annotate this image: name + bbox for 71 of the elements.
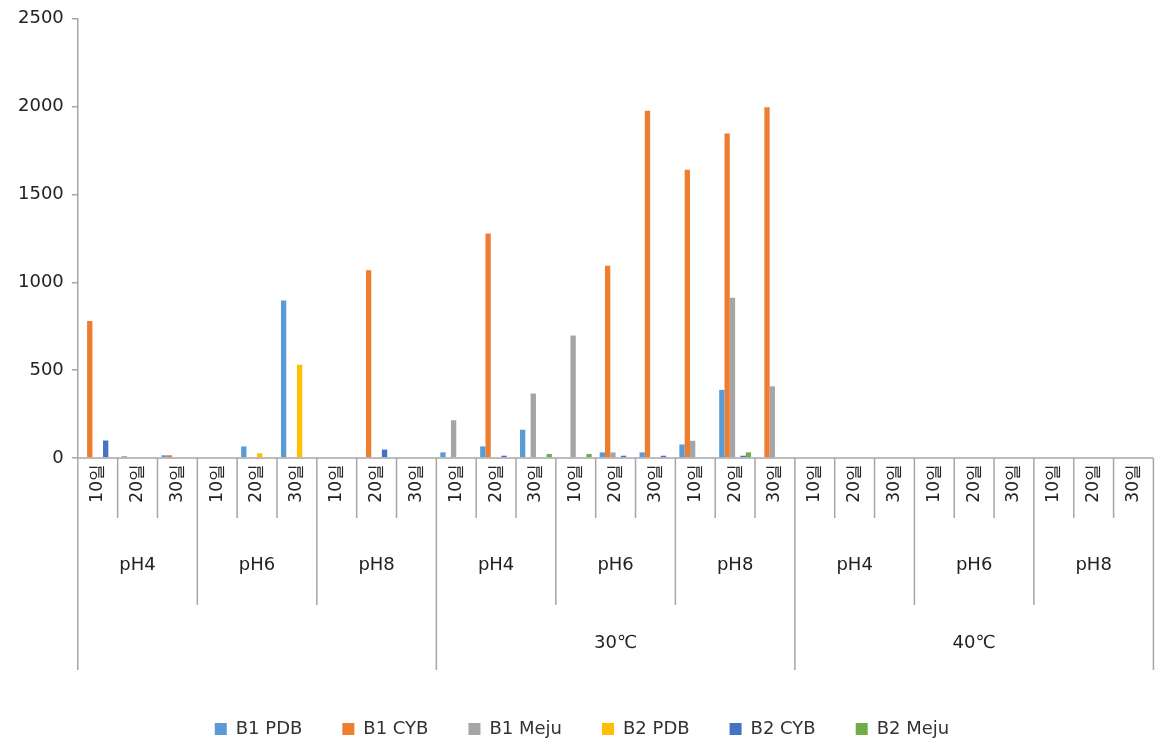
y-tick-label: 0 (52, 445, 64, 467)
bar (639, 452, 645, 458)
text: pH6 (955, 553, 993, 575)
x-tick-label: 20일 (843, 464, 864, 503)
x-tick-label: 20일 (604, 464, 625, 503)
x-tick-label: 30일 (1121, 464, 1142, 503)
bar (280, 300, 287, 458)
y-tick-label: 2500 (18, 6, 64, 28)
bar (724, 133, 730, 458)
bar (257, 453, 263, 458)
x-tick-label: 10일 (803, 464, 824, 503)
y-tick-label: 1500 (18, 182, 64, 204)
x-tick-label: 30일 (165, 464, 186, 503)
bar (679, 444, 685, 458)
bar (485, 233, 491, 458)
y-tick-label: 2000 (18, 94, 64, 116)
x-tick-label: 20일 (365, 464, 386, 503)
text: pH8 (1075, 553, 1112, 575)
x-tick-label: 10일 (683, 464, 704, 503)
legend-label: B1 PDB (235, 716, 303, 738)
x-tick-label: 10일 (86, 464, 107, 503)
x-tick-label: 30일 (524, 464, 545, 503)
x-tick-label: 30일 (643, 464, 664, 503)
legend-label: B2 CYB (750, 716, 816, 738)
x-tick-label: 20일 (962, 464, 983, 503)
x-tick-label: 10일 (564, 464, 585, 503)
text: pH6 (238, 553, 276, 575)
bar (586, 453, 592, 458)
y-tick-label: 1000 (18, 269, 64, 291)
x-tick-label: 30일 (285, 464, 306, 503)
bar (719, 389, 725, 458)
bar (103, 440, 109, 458)
bar (480, 446, 486, 458)
bar (684, 169, 690, 458)
bar (296, 364, 303, 458)
legend-label: B1 Meju (489, 716, 563, 738)
bar (87, 320, 93, 458)
x-tick-label: 30일 (1002, 464, 1023, 503)
text: pH4 (119, 553, 156, 575)
text: 40℃ (952, 631, 996, 653)
x-tick-label: 30일 (763, 464, 784, 503)
bar (520, 429, 526, 458)
text: pH8 (716, 553, 754, 575)
bar (644, 110, 651, 458)
y-tick-label: 500 (29, 357, 64, 379)
legend-label: B2 Meju (876, 716, 950, 738)
text: pH4 (836, 553, 873, 575)
bar (764, 107, 770, 458)
text: pH6 (597, 553, 634, 575)
x-tick-label: 20일 (1082, 464, 1103, 503)
bar (599, 452, 605, 458)
x-tick-label: 10일 (1042, 464, 1063, 503)
bar (365, 270, 372, 458)
text: pH4 (477, 553, 515, 575)
x-tick-label: 20일 (723, 464, 744, 503)
legend-label: B2 PDB (623, 716, 690, 738)
text: 30℃ (594, 631, 638, 653)
x-tick-label: 10일 (205, 464, 226, 503)
x-tick-label: 30일 (882, 464, 903, 503)
x-tick-label: 10일 (325, 464, 346, 503)
x-tick-label: 20일 (245, 464, 266, 503)
bar (745, 452, 752, 458)
x-tick-label: 30일 (404, 464, 425, 503)
bar (440, 452, 446, 458)
x-tick-label: 20일 (125, 464, 146, 503)
legend-label: B1 CYB (363, 716, 429, 738)
x-tick-label: 10일 (922, 464, 943, 503)
text: pH8 (358, 553, 395, 575)
x-tick-label: 20일 (484, 464, 505, 503)
x-tick-label: 10일 (444, 464, 465, 503)
bar (604, 265, 611, 458)
